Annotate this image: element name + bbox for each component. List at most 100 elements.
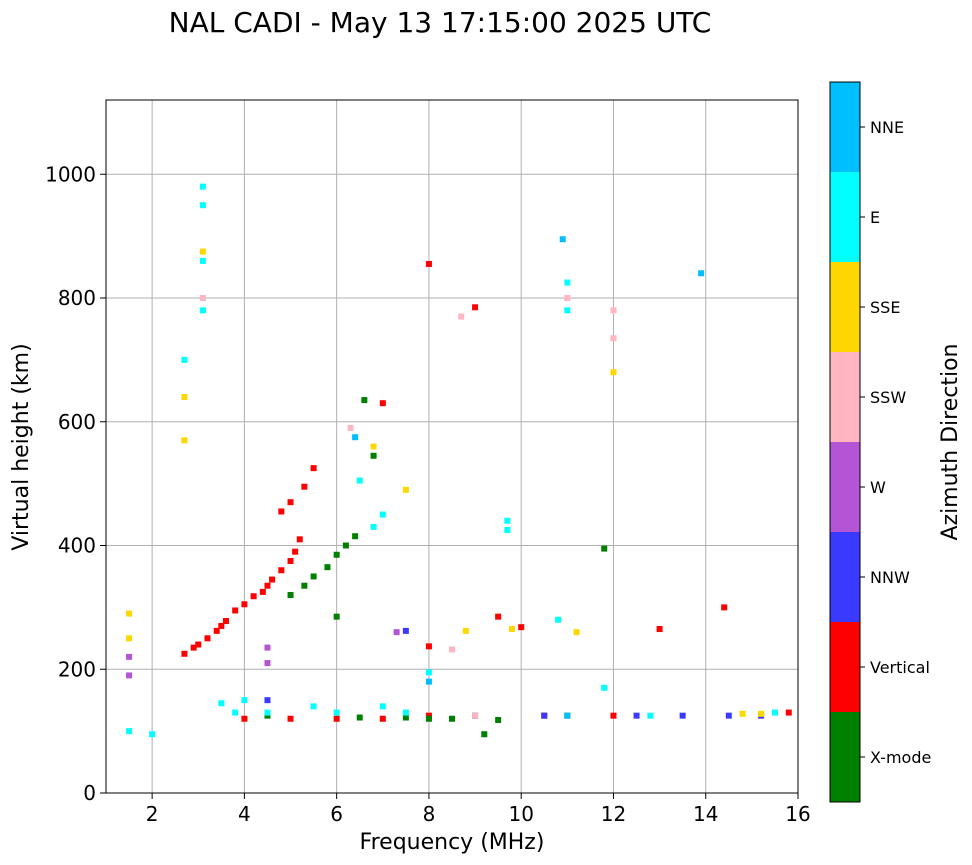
echo-point-e — [199, 202, 206, 209]
echo-point-vertical — [195, 641, 202, 648]
echo-point-vertical — [232, 607, 239, 614]
echo-point-ssw — [610, 307, 617, 314]
echo-point-w — [126, 672, 133, 679]
echo-point-e — [379, 703, 386, 710]
echo-point-vertical — [287, 715, 294, 722]
echo-point-nne — [425, 678, 432, 685]
echo-point-x-mode — [333, 613, 340, 620]
x-tick-label: 16 — [785, 802, 810, 826]
colorbar-segment — [830, 442, 860, 532]
echo-point-sse — [126, 635, 133, 642]
echo-point-sse — [610, 369, 617, 376]
echo-point-sse — [402, 486, 409, 493]
echo-point-vertical — [278, 508, 285, 515]
echo-point-nnw — [633, 712, 640, 719]
echo-point-e — [232, 709, 239, 716]
echo-point-vertical — [379, 400, 386, 407]
echo-point-e — [555, 616, 562, 623]
echo-point-e — [199, 183, 206, 190]
echo-point-e — [199, 307, 206, 314]
echo-point-e — [379, 511, 386, 518]
echo-point-nnw — [725, 712, 732, 719]
echo-point-nne — [564, 712, 571, 719]
echo-point-e — [370, 523, 377, 530]
echo-point-vertical — [218, 622, 225, 629]
echo-point-vertical — [518, 624, 525, 631]
echo-point-vertical — [222, 617, 229, 624]
echo-point-x-mode — [264, 712, 271, 719]
colorbar-segment — [830, 82, 860, 172]
echo-point-w — [393, 629, 400, 636]
colorbar-tick-label: W — [870, 478, 886, 497]
echo-point-e — [564, 307, 571, 314]
echo-point-vertical — [241, 715, 248, 722]
echo-point-vertical — [292, 548, 299, 555]
echo-point-ssw — [347, 424, 354, 431]
echo-point-x-mode — [356, 714, 363, 721]
echo-point-ssw — [564, 295, 571, 301]
echo-point-sse — [758, 710, 765, 717]
echo-point-ssw — [449, 646, 455, 653]
chart-title: NAL CADI - May 13 17:15:00 2025 UTC — [169, 6, 712, 39]
echo-point-ssw — [199, 295, 206, 301]
echo-point-e — [425, 669, 432, 676]
echo-point-w — [264, 644, 271, 651]
echo-point-vertical — [425, 260, 432, 267]
echo-point-x-mode — [324, 564, 331, 571]
echo-point-sse — [181, 437, 188, 444]
echo-point-x-mode — [361, 397, 368, 404]
echo-point-x-mode — [370, 452, 377, 459]
echo-point-vertical — [204, 635, 211, 642]
colorbar-tick-label: SSW — [870, 388, 906, 407]
echo-point-e — [310, 703, 317, 710]
y-tick-label: 600 — [58, 410, 96, 434]
echo-point-x-mode — [310, 573, 317, 580]
y-tick-label: 400 — [58, 534, 96, 558]
colorbar-segment — [830, 622, 860, 712]
echo-point-ssw — [472, 712, 479, 719]
y-tick-label: 1000 — [45, 162, 96, 186]
x-tick-label: 12 — [601, 802, 626, 826]
echo-point-sse — [508, 626, 515, 633]
echo-point-x-mode — [449, 715, 455, 722]
y-tick-label: 800 — [58, 286, 96, 310]
echo-point-vertical — [721, 604, 728, 611]
echo-point-nne — [559, 236, 566, 243]
echo-point-sse — [126, 610, 133, 617]
echo-point-e — [402, 709, 409, 716]
echo-point-e — [504, 527, 511, 534]
colorbar-tick-label: SSE — [870, 298, 900, 317]
echo-point-nnw — [402, 627, 409, 634]
echo-point-e — [356, 477, 363, 484]
echo-point-e — [771, 709, 778, 716]
colorbar-segment — [830, 712, 860, 802]
y-tick-label: 0 — [83, 781, 96, 805]
echo-point-e — [199, 257, 206, 264]
echo-point-vertical — [278, 567, 285, 574]
echo-point-vertical — [181, 650, 188, 657]
azimuth-colorbar: X-mode Vertical NNW W SSW SSE E NNE — [829, 81, 931, 803]
colorbar-segment — [830, 532, 860, 622]
echo-point-vertical — [287, 499, 294, 506]
echo-point-w — [126, 653, 133, 660]
echo-point-vertical — [301, 483, 308, 490]
echo-point-nnw — [541, 712, 548, 719]
echo-point-x-mode — [425, 715, 432, 722]
x-tick-label: 10 — [508, 802, 533, 826]
echo-point-sse — [181, 394, 188, 400]
echo-point-vertical — [241, 601, 248, 608]
echo-point-vertical — [190, 644, 197, 651]
echo-point-vertical — [785, 709, 792, 716]
colorbar-segment — [830, 352, 860, 442]
echo-point-nne — [352, 434, 359, 441]
x-axis-ticks: 2 4 6 8 10 12 14 16 — [146, 793, 811, 826]
colorbar-segment — [830, 172, 860, 262]
colorbar-frame — [829, 81, 861, 803]
echo-point-x-mode — [481, 731, 488, 738]
y-axis-label: Virtual height (km) — [9, 343, 34, 550]
echo-point-vertical — [269, 576, 276, 583]
echo-point-e — [181, 356, 188, 363]
x-tick-label: 6 — [330, 802, 343, 826]
echo-point-nne — [698, 270, 705, 277]
